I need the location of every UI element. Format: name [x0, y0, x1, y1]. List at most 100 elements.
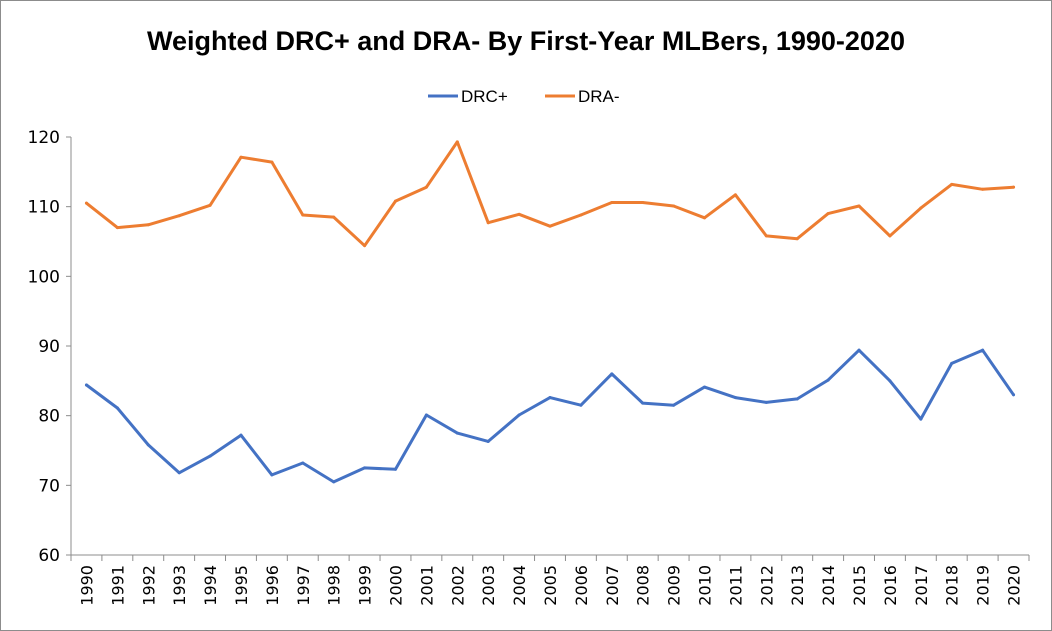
x-tick-label: 2020 — [1005, 565, 1024, 606]
data-point — [1012, 185, 1016, 189]
data-point — [270, 160, 274, 164]
y-tick-label: 90 — [38, 337, 60, 357]
data-point — [610, 200, 614, 204]
x-tick-label: 1992 — [139, 565, 158, 606]
x-tick-label: 2002 — [448, 565, 467, 606]
data-point — [424, 185, 428, 189]
x-tick-label: 1994 — [201, 565, 220, 606]
data-point — [455, 431, 459, 435]
data-point — [332, 215, 336, 219]
data-point — [363, 466, 367, 470]
data-point — [177, 471, 181, 475]
data-point — [672, 204, 676, 208]
data-point — [857, 204, 861, 208]
legend-label: DRA- — [578, 87, 620, 106]
data-point — [146, 223, 150, 227]
x-tick-label: 2007 — [603, 565, 622, 606]
data-point — [1012, 393, 1016, 397]
data-point — [393, 199, 397, 203]
x-tick-label: 1995 — [232, 565, 251, 606]
legend: DRC+ DRA- — [428, 87, 620, 106]
x-tick-label: 2004 — [510, 565, 529, 606]
data-point — [764, 400, 768, 404]
data-point — [950, 361, 954, 365]
y-tick-label: 80 — [38, 407, 60, 427]
data-point — [486, 221, 490, 225]
data-point — [919, 417, 923, 421]
x-tick-label: 2001 — [417, 565, 436, 606]
x-tick-label: 2009 — [665, 565, 684, 606]
data-point — [115, 406, 119, 410]
x-tick-label: 1996 — [263, 565, 282, 606]
data-point — [857, 348, 861, 352]
data-point — [950, 182, 954, 186]
x-tick-label: 2003 — [479, 565, 498, 606]
x-tick-label: 2019 — [974, 565, 993, 606]
data-point — [517, 413, 521, 417]
data-point — [826, 378, 830, 382]
data-point — [146, 443, 150, 447]
y-tick-label: 100 — [28, 267, 60, 287]
axes: 60 70 80 90 100 110 120 1990 1991 1992 1993 1994 199… — [28, 128, 1030, 606]
data-point — [733, 396, 737, 400]
data-point — [888, 379, 892, 383]
data-point — [919, 206, 923, 210]
x-tick-label: 1990 — [77, 565, 96, 606]
data-point — [239, 433, 243, 437]
data-point — [208, 203, 212, 207]
x-tick-label: 2015 — [850, 565, 869, 606]
x-tick-label: 2012 — [757, 565, 776, 606]
data-point — [84, 383, 88, 387]
data-point — [270, 473, 274, 477]
data-point — [393, 467, 397, 471]
data-point — [455, 140, 459, 144]
x-tick-label: 1999 — [356, 565, 375, 606]
data-point — [641, 200, 645, 204]
data-point — [579, 403, 583, 407]
data-point — [703, 385, 707, 389]
x-tick-label: 2010 — [696, 565, 715, 606]
data-point — [486, 439, 490, 443]
y-tick-label: 120 — [28, 128, 60, 148]
data-point — [115, 226, 119, 230]
data-point — [177, 214, 181, 218]
data-point — [981, 348, 985, 352]
x-tick-label: 1997 — [294, 565, 313, 606]
y-tick-label: 60 — [38, 546, 60, 566]
y-tick-label: 110 — [28, 198, 60, 218]
series-line-drc — [85, 348, 1015, 484]
data-point — [795, 237, 799, 241]
data-point — [672, 403, 676, 407]
x-tick-label: 2013 — [788, 565, 807, 606]
data-point — [703, 216, 707, 220]
data-point — [517, 212, 521, 216]
data-point — [208, 454, 212, 458]
data-point — [641, 401, 645, 405]
x-tick-label: 1991 — [108, 565, 127, 606]
data-point — [795, 397, 799, 401]
data-point — [610, 372, 614, 376]
series-line-dra — [85, 140, 1015, 248]
data-point — [332, 480, 336, 484]
data-point — [826, 212, 830, 216]
chart-title: Weighted DRC+ and DRA- By First-Year MLB… — [147, 26, 905, 56]
data-point — [301, 461, 305, 465]
x-tick-label: 1998 — [325, 565, 344, 606]
data-point — [84, 201, 88, 205]
x-tick-label: 2014 — [819, 565, 838, 606]
x-tick-label: 1993 — [170, 565, 189, 606]
data-point — [548, 396, 552, 400]
data-point — [888, 234, 892, 238]
data-point — [764, 234, 768, 238]
data-point — [981, 187, 985, 191]
data-point — [424, 413, 428, 417]
x-tick-label: 2011 — [726, 565, 745, 606]
x-tick-label: 2018 — [943, 565, 962, 606]
x-tick-label: 2005 — [541, 565, 560, 606]
legend-label: DRC+ — [461, 87, 508, 106]
y-tick-label: 70 — [38, 476, 60, 496]
series-layer — [84, 140, 1016, 484]
x-tick-label: 2016 — [881, 565, 900, 606]
